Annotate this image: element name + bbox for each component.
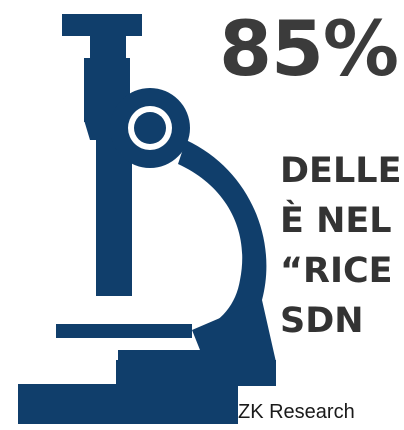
stat-line-2: È NEL <box>280 201 392 241</box>
stat-line-3: “RICE <box>280 251 393 291</box>
source-credit: ZK Research <box>238 401 355 423</box>
stat-line-4: SDN <box>280 301 364 341</box>
stat-line-1: DELLE <box>280 151 402 191</box>
stat-value: 85% <box>219 4 399 93</box>
stat-description: DELLE È NEL “RICE SDN <box>280 146 404 346</box>
